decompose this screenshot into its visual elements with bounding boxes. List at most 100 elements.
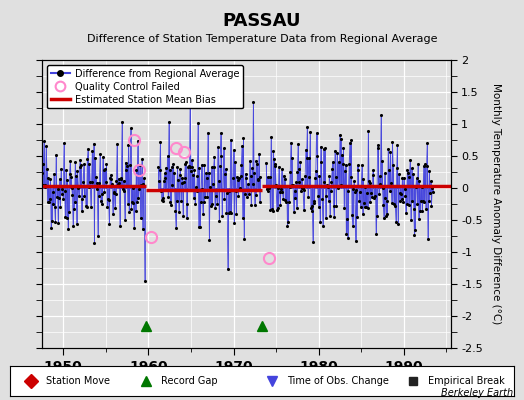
Point [38, 182, 47, 188]
Point [104, 197, 113, 203]
Point [172, 225, 180, 231]
Point [110, 189, 118, 195]
Point [420, 163, 428, 169]
Point [166, 199, 174, 206]
Point [214, 178, 223, 184]
Point [250, 202, 259, 208]
Point [374, 145, 382, 152]
Point [428, 185, 436, 192]
Point [406, 157, 414, 163]
Point [156, 139, 165, 145]
Point [278, 189, 287, 195]
Point [216, 130, 225, 136]
Point [345, 161, 353, 167]
Point [373, 213, 381, 219]
Point [352, 238, 360, 244]
Point [383, 197, 391, 204]
Point [277, 186, 285, 193]
Point [358, 162, 366, 168]
Point [327, 179, 335, 185]
Point [282, 198, 290, 205]
Point [88, 147, 96, 154]
Point [304, 155, 313, 161]
Point [177, 198, 185, 204]
Point [361, 204, 369, 210]
Point [190, 166, 199, 173]
Point [417, 184, 425, 190]
Point [57, 166, 66, 172]
Point [184, 164, 192, 170]
Point [90, 240, 99, 246]
Point [306, 128, 314, 135]
Point [62, 167, 70, 174]
Point [210, 164, 218, 170]
Point [339, 160, 347, 167]
Point [92, 174, 100, 180]
Point [159, 195, 168, 202]
Point [276, 188, 284, 195]
Point [170, 170, 178, 176]
Point [170, 186, 179, 193]
Point [49, 201, 58, 207]
Point [264, 188, 272, 194]
Point [292, 179, 300, 186]
Point [390, 201, 398, 208]
Text: Difference of Station Temperature Data from Regional Average: Difference of Station Temperature Data f… [87, 34, 437, 44]
Point [182, 159, 190, 166]
Point [203, 194, 212, 201]
Point [395, 171, 403, 178]
Point [53, 186, 62, 192]
Point [350, 178, 358, 184]
Point [343, 216, 351, 222]
Point [72, 173, 80, 180]
Point [270, 156, 278, 162]
Point [417, 198, 425, 204]
Point [370, 194, 378, 201]
Point [328, 166, 336, 172]
Point [230, 146, 238, 153]
Point [308, 208, 316, 214]
Point [316, 219, 324, 226]
Point [311, 175, 319, 181]
Point [366, 180, 375, 186]
Point [247, 202, 255, 208]
Point [194, 120, 202, 126]
Point [167, 202, 175, 208]
Point [349, 186, 357, 192]
Point [166, 166, 174, 173]
Point [321, 145, 329, 152]
Point [407, 217, 415, 223]
Point [308, 202, 316, 209]
Point [86, 204, 95, 210]
Point [66, 158, 74, 164]
Point [279, 196, 287, 202]
Point [132, 167, 140, 173]
Point [410, 232, 419, 238]
Point [111, 204, 119, 211]
Point [397, 190, 405, 197]
Point [165, 119, 173, 125]
Point [117, 174, 126, 181]
Point [402, 201, 411, 208]
Point [60, 188, 69, 194]
Point [174, 176, 182, 183]
Point [86, 178, 94, 185]
Point [64, 208, 73, 215]
Point [63, 176, 72, 183]
Point [171, 208, 180, 214]
Point [161, 175, 170, 181]
Point [414, 160, 422, 167]
Point [246, 158, 254, 164]
Point [96, 198, 105, 204]
Point [224, 266, 232, 272]
Point [71, 159, 80, 166]
Point [101, 166, 110, 172]
Point [416, 208, 424, 214]
Point [368, 172, 377, 179]
Point [409, 171, 417, 177]
Point [315, 173, 323, 179]
Point [253, 160, 261, 167]
Point [359, 176, 367, 182]
Point [305, 174, 314, 180]
Point [302, 155, 311, 162]
